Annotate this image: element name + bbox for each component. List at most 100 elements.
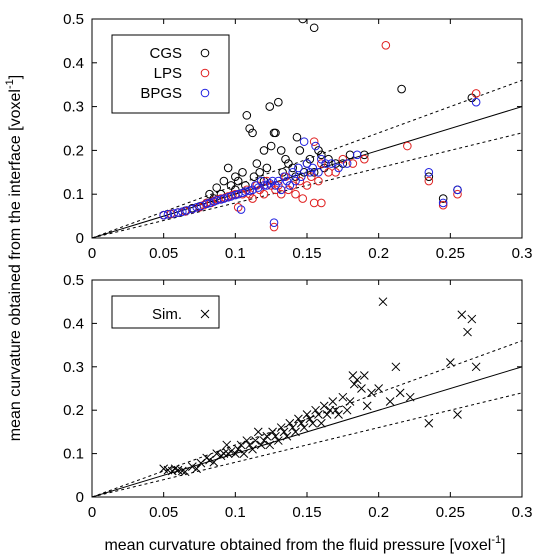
data-point — [314, 168, 323, 177]
data-point — [359, 371, 369, 380]
data-point — [352, 375, 362, 385]
data-point — [233, 176, 243, 186]
data-point — [219, 176, 229, 186]
plot-area — [92, 297, 522, 497]
data-point — [309, 137, 319, 146]
data-point — [298, 194, 308, 203]
legend-marker — [200, 68, 210, 78]
data-point — [360, 154, 369, 164]
data-point — [212, 183, 221, 192]
data-point — [274, 181, 283, 190]
data-point — [249, 172, 259, 181]
legend-label: CGS — [149, 45, 182, 62]
data-point — [316, 418, 326, 428]
x-tick-label: 0.25 — [436, 504, 465, 521]
y-tick-label: 0.5 — [63, 11, 84, 28]
data-point — [276, 423, 286, 432]
data-point — [305, 414, 315, 424]
x-tick-label: 0.05 — [149, 504, 178, 521]
data-point — [302, 410, 312, 419]
data-point — [305, 154, 315, 164]
data-point — [457, 310, 467, 320]
data-point — [241, 181, 250, 190]
data-point — [192, 203, 201, 212]
data-point — [242, 111, 252, 120]
data-point — [302, 181, 312, 190]
data-point — [317, 154, 326, 164]
reference-line-solid — [92, 366, 522, 497]
data-point — [311, 141, 320, 151]
data-point — [273, 436, 283, 445]
panel-top: 0 0.05 0.1 0.15 0.2 0.25 0.3 0 0.1 0.2 0.3 0.4 0.5 CG… — [63, 11, 532, 262]
plot-area — [92, 19, 522, 238]
series-sim — [159, 297, 481, 477]
x-tick-label: 0.2 — [368, 245, 389, 262]
data-point — [314, 410, 323, 419]
reference-line-solid — [92, 106, 522, 238]
data-point — [362, 401, 372, 411]
data-point — [259, 436, 269, 445]
data-point — [259, 176, 269, 186]
data-point — [342, 405, 352, 415]
x-tick-label: 0.05 — [149, 245, 178, 262]
data-point — [205, 455, 214, 465]
data-point — [467, 93, 477, 103]
data-point — [345, 150, 355, 160]
data-point — [331, 168, 340, 177]
data-point — [397, 84, 406, 94]
data-point — [288, 423, 298, 432]
data-point — [309, 198, 319, 208]
data-point — [295, 146, 305, 155]
x-tick-label: 0.3 — [512, 504, 533, 521]
data-point — [374, 384, 384, 393]
y-tick-label: 0 — [76, 230, 84, 247]
data-point — [238, 168, 247, 177]
data-point — [471, 362, 481, 372]
y-tick-label: 0.4 — [63, 315, 84, 332]
data-point — [467, 314, 477, 324]
data-point — [321, 159, 330, 168]
data-point — [231, 172, 240, 181]
data-point — [271, 431, 280, 441]
legend: CGS LPS BPGS — [111, 34, 230, 114]
data-point — [403, 141, 412, 151]
data-point — [233, 203, 243, 212]
data-point — [187, 462, 197, 471]
data-point — [327, 159, 336, 168]
data-point — [438, 194, 448, 203]
data-point — [317, 159, 326, 168]
data-point — [288, 163, 297, 173]
data-point — [262, 431, 272, 441]
legend-label: BPGS — [140, 85, 182, 102]
legend-box — [111, 295, 220, 329]
data-point — [182, 206, 191, 215]
data-point — [239, 449, 249, 458]
data-point — [311, 405, 320, 415]
data-point — [284, 159, 293, 168]
data-point — [349, 379, 359, 389]
data-point — [385, 397, 395, 406]
data-point — [278, 168, 287, 177]
data-point — [381, 40, 391, 50]
data-point — [424, 418, 434, 428]
data-point — [274, 176, 283, 186]
data-point — [271, 128, 280, 138]
x-tick-label: 0.1 — [225, 245, 246, 262]
x-tick-label: 0.2 — [368, 504, 389, 521]
x-tick-label: 0 — [88, 245, 96, 262]
data-point — [252, 159, 262, 168]
data-point — [367, 388, 376, 398]
data-point — [173, 208, 183, 217]
data-point — [309, 168, 319, 177]
panel-bottom: 0 0.05 0.1 0.15 0.2 0.25 0.3 0 0.1 0.2 0.3 0.4 0.5 Si… — [63, 272, 532, 521]
data-point — [271, 185, 280, 195]
data-point — [314, 176, 323, 186]
reference-line-dashed — [92, 392, 522, 497]
data-point — [291, 427, 300, 437]
legend-marker — [200, 309, 210, 319]
data-point — [378, 297, 388, 307]
data-point — [248, 185, 257, 195]
data-point — [357, 384, 366, 393]
data-point — [424, 168, 434, 177]
